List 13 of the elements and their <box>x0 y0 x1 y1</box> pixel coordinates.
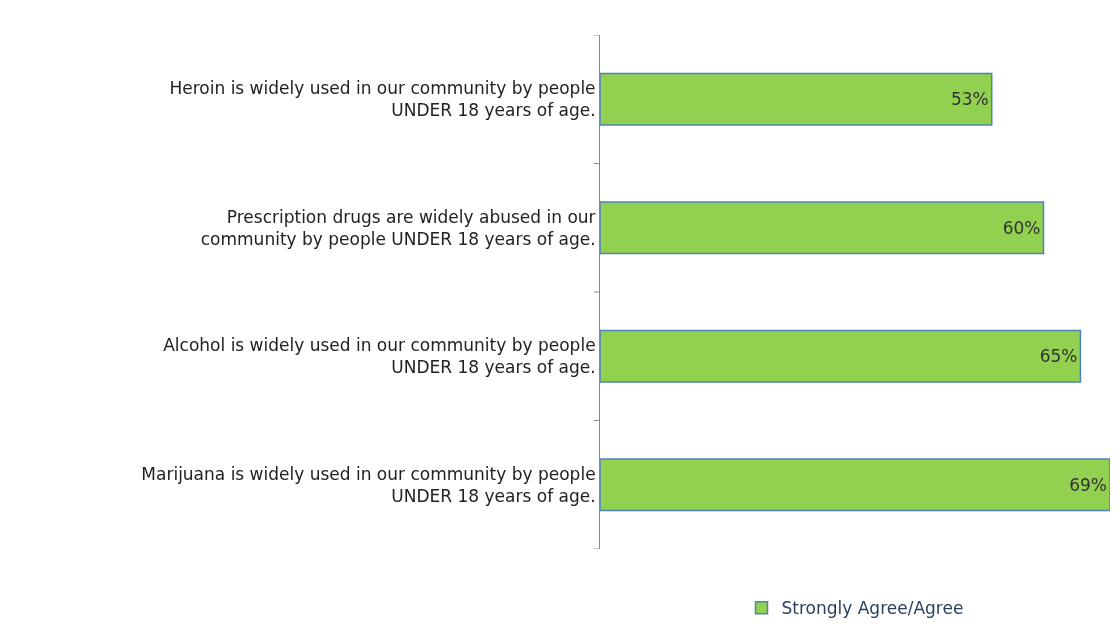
data-label: 53% <box>950 89 989 110</box>
legend-label: Strongly Agree/Agree <box>781 598 964 619</box>
bar <box>600 458 1110 512</box>
data-label: 69% <box>1069 474 1107 495</box>
bar <box>600 72 993 126</box>
bar <box>600 201 1045 255</box>
y-tick-label: Prescription drugs are widely abused in our community by people UNDER 18 years of age. <box>200 206 596 249</box>
y-tick-label: Alcohol is widely used in our community by people UNDER 18 years of age. <box>163 335 596 378</box>
bar <box>600 329 1082 383</box>
y-tick-label: Heroin is widely used in our community by people UNDER 18 years of age. <box>169 78 596 121</box>
data-label: 65% <box>1039 346 1078 367</box>
data-label: 60% <box>1002 217 1041 238</box>
y-tick-label: Marijuana is widely used in our community by people UNDER 18 years of age. <box>141 463 596 506</box>
